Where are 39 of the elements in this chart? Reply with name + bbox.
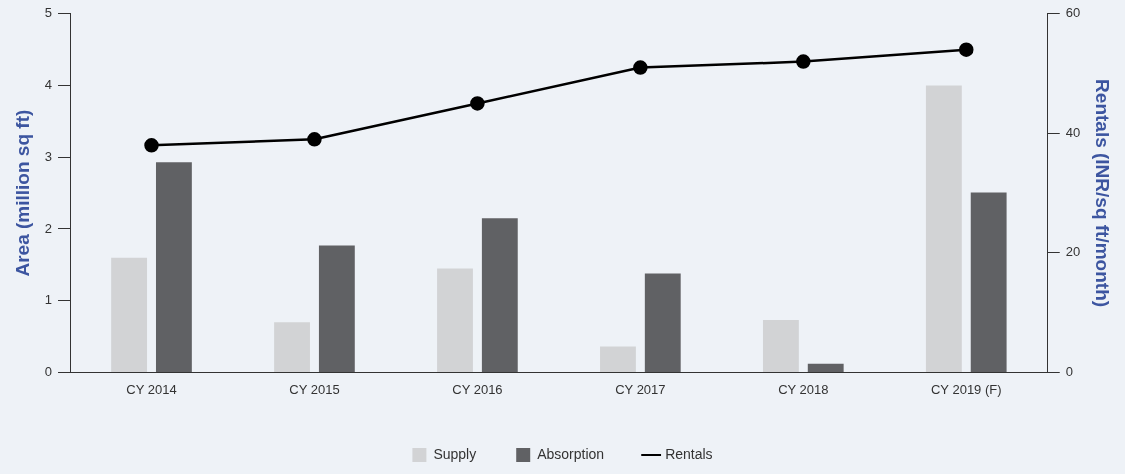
x-tick-label: CY 2019 (F): [930, 381, 1002, 397]
x-tick-label: CY 2016: [452, 381, 503, 397]
bar: [481, 218, 518, 372]
y-tick-label: 2: [44, 220, 53, 236]
x-tick-label: CY 2014: [126, 381, 177, 397]
y2-tick-label: 60: [1065, 5, 1081, 21]
point: [633, 60, 648, 75]
y2-tick-label: 0: [1065, 363, 1073, 379]
x-tick-label: CY 2017: [615, 381, 666, 397]
point: [959, 42, 974, 57]
point: [307, 132, 322, 147]
legend-label: Absorption: [537, 445, 605, 462]
y-tick-label: 3: [44, 148, 53, 164]
y2-axis-title: Rentals (INR/sq ft/month): [1092, 79, 1114, 308]
x-tick-label: CY 2018: [778, 381, 829, 397]
bar: [970, 192, 1007, 372]
y-axis-title: Area (million sq ft): [11, 109, 33, 277]
bar: [762, 320, 799, 372]
bar: [600, 346, 636, 372]
y-tick-label: 4: [44, 77, 53, 93]
x-tick-label: CY 2015: [289, 381, 340, 397]
bar: [807, 363, 844, 372]
y-tick-label: 0: [44, 363, 53, 379]
y2-tick-label: 40: [1065, 124, 1081, 140]
legend-label: Supply: [433, 445, 477, 462]
point: [144, 138, 159, 153]
y-tick-label: 1: [44, 292, 53, 308]
bar: [111, 257, 148, 372]
bar: [437, 268, 473, 372]
bar: [318, 245, 355, 372]
y-tick-label: 5: [44, 5, 53, 21]
bar: [155, 162, 192, 372]
y2-tick-label: 20: [1065, 244, 1081, 260]
bar: [925, 85, 962, 372]
point: [796, 54, 811, 69]
bar: [644, 273, 681, 372]
point: [470, 96, 485, 111]
legend-label: Rentals: [665, 445, 713, 462]
bar: [274, 322, 310, 372]
